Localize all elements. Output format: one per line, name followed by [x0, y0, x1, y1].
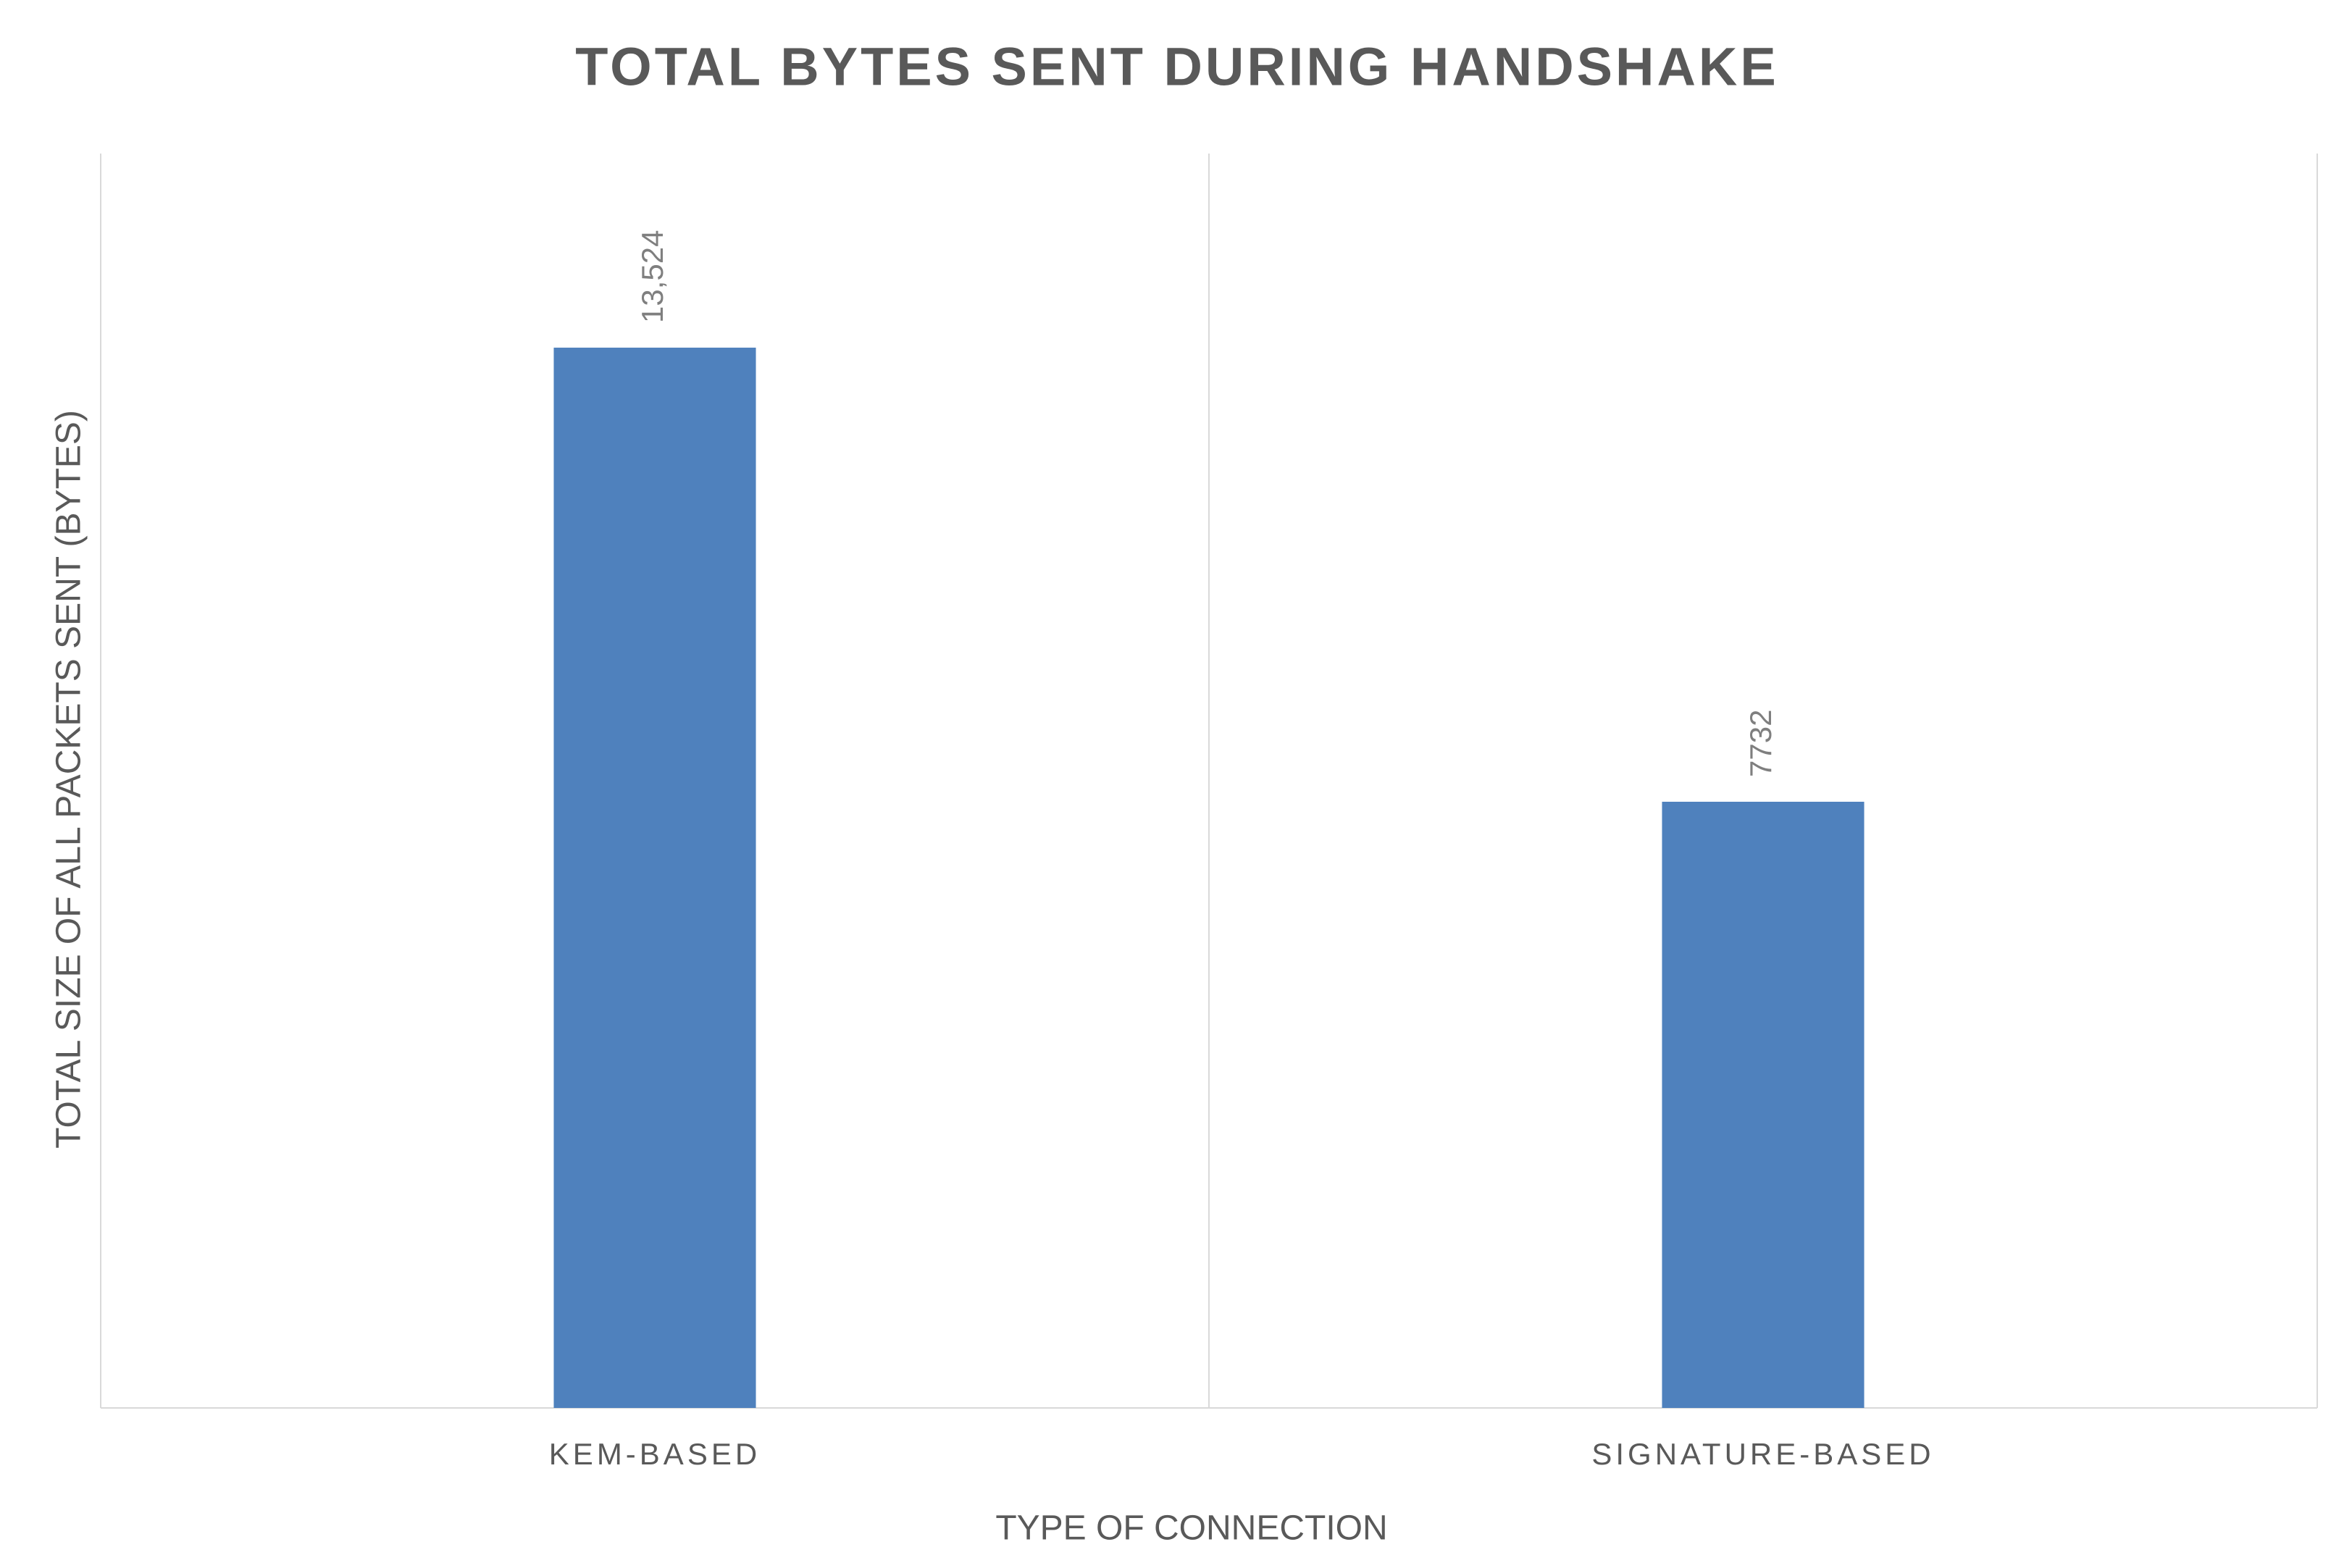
x-tick-label: KEM-BASED	[549, 1437, 761, 1471]
bar	[1662, 802, 1865, 1408]
x-tick-label: SIGNATURE-BASED	[1591, 1437, 1934, 1471]
chart-title: TOTAL BYTES SENT DURING HANDSHAKE	[575, 37, 1778, 97]
x-axis-title: TYPE OF CONNECTION	[995, 1509, 1387, 1548]
y-axis-title: TOTAL SIZE OF ALL PACKETS SENT (BYTES)	[50, 410, 88, 1149]
data-label: 13,524	[635, 230, 669, 323]
bar	[553, 348, 756, 1409]
data-label: 7732	[1744, 710, 1778, 777]
